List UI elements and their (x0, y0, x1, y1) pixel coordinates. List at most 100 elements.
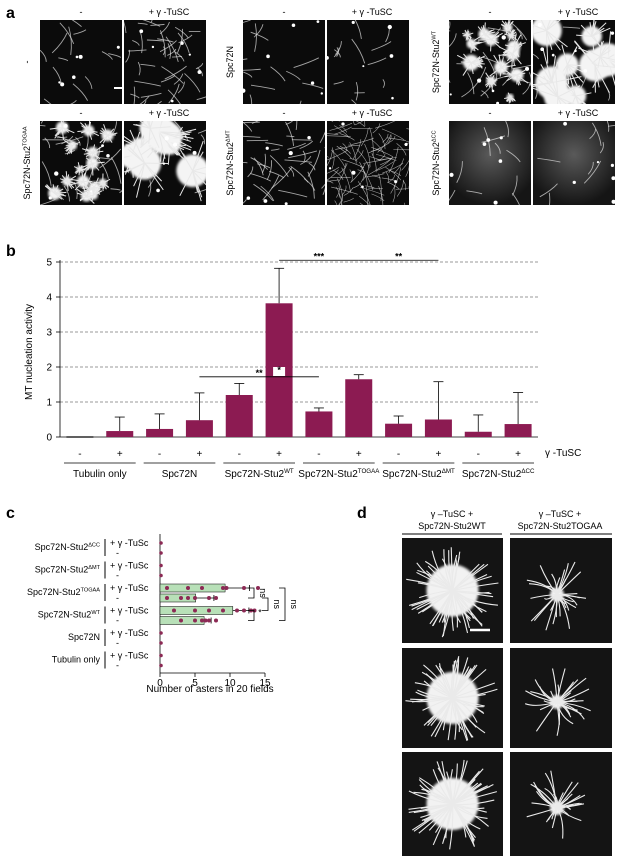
a-micrograph-aster-ray (61, 127, 75, 134)
a-micrograph-aster-ray (82, 186, 87, 197)
a-micrograph-aster-ray (506, 74, 518, 82)
a-micrograph-fiber (55, 136, 84, 145)
a-micrograph-fiber (336, 178, 343, 202)
a-micrograph-aster-ray (471, 62, 485, 65)
b-condition-tick: + (435, 449, 441, 460)
a-micrograph-aster-ray (92, 152, 101, 160)
a-micrograph-aster-ray (179, 170, 194, 197)
c-point (165, 586, 169, 590)
a-micrograph-aster-ray (504, 96, 511, 100)
a-micrograph-fiber (334, 126, 352, 135)
a-micrograph-fiber (197, 129, 206, 134)
a-micrograph-fiber (253, 157, 264, 176)
a-micrograph-fiber (338, 202, 341, 205)
a-micrograph-fiber (284, 159, 312, 163)
a-micrograph-aster-ray (135, 123, 151, 129)
a-micrograph-fiber (184, 73, 201, 93)
a-micrograph-aster-ray (139, 121, 151, 129)
a-micrograph-aster-ray (102, 135, 108, 144)
b-y-tick-label: 3 (46, 328, 52, 339)
d-aster-ray (452, 682, 496, 699)
c-sig-label: ns (272, 599, 282, 609)
b-sig-label: ** (395, 251, 403, 261)
a-micrograph-fiber (250, 84, 276, 90)
a-micrograph-aster-ray (92, 188, 96, 196)
a-micrograph-fiber (194, 188, 206, 194)
d-aster-ray (443, 803, 454, 841)
a-micrograph-aster-ray (507, 97, 511, 102)
a-micrograph-speck (351, 20, 355, 25)
a-micrograph-aster-ray (499, 46, 513, 54)
a-micrograph-aster-ray (88, 130, 98, 133)
a-micrograph-aster-ray (545, 20, 551, 31)
c-sig-label: * (258, 608, 262, 618)
c-point (214, 596, 218, 600)
a-micrograph-fiber (164, 65, 187, 80)
a-micrograph-fiber (167, 48, 177, 56)
a-micrograph-fiber (390, 167, 402, 194)
d-aster-ray (451, 656, 460, 699)
a-micrograph-fiber (286, 135, 295, 138)
d-aster-ray (452, 791, 497, 805)
a-micrograph-speck (596, 161, 600, 164)
b-condition-tick: - (238, 449, 241, 460)
b-condition-tick: - (477, 449, 480, 460)
a-micrograph-aster-ray (516, 69, 527, 76)
a-micrograph-fiber (159, 40, 177, 53)
d-aster-ray (438, 590, 454, 623)
a-micrograph-aster-ray (158, 131, 166, 159)
a-micrograph-fiber (40, 121, 44, 124)
a-micrograph-aster-ray (533, 30, 547, 35)
a-micrograph-fiber (165, 36, 179, 63)
c-minus-label: - (116, 661, 119, 671)
c-point (159, 663, 163, 668)
a-micrograph-aster-ray (500, 59, 513, 68)
d-aster-ray (530, 593, 558, 599)
b-group-label: Tubulin only (73, 469, 127, 480)
a-micrograph-fiber (355, 121, 365, 127)
a-micrograph-fiber (562, 26, 581, 29)
a-micrograph-aster-ray (70, 178, 84, 183)
a-micrograph-fiber (174, 51, 185, 62)
a-micrograph-fiber (599, 141, 604, 154)
a-micrograph-aster-ray (92, 150, 104, 154)
a-micrograph-aster-ray (82, 173, 86, 182)
a-micrograph-fiber (319, 131, 325, 144)
c-point (221, 586, 225, 590)
a-micrograph-speck (389, 54, 394, 58)
a-micrograph-aster-ray (158, 131, 185, 134)
a-micrograph-aster-ray (86, 195, 95, 204)
a-micrograph-aster-ray (192, 170, 198, 193)
a-micrograph-fiber (327, 147, 333, 166)
b-group-label: Spc72N-Stu2ΔMT (382, 468, 455, 480)
a-micrograph-fiber (363, 158, 390, 164)
a-micrograph-fiber (150, 20, 153, 23)
a-micrograph-fiber (321, 183, 325, 189)
d-aster-ray (452, 799, 495, 806)
a-micrograph-fiber (467, 72, 475, 95)
a-micrograph-aster-ray (54, 188, 64, 194)
a-micrograph-fiber (290, 165, 309, 183)
a-micrograph-fiber (511, 192, 520, 205)
a-micrograph-fiber (606, 121, 610, 132)
a-micrograph-aster-ray (88, 130, 100, 137)
a-micrograph-aster-ray (589, 22, 593, 37)
a-micrograph-fiber (98, 158, 109, 179)
a-micrograph (533, 20, 615, 104)
c-plus-label: + γ -TuSc (110, 561, 149, 571)
a-micrograph-fiber (288, 166, 295, 177)
a-micrograph-aster-ray (60, 180, 68, 183)
c-point (179, 618, 183, 623)
a-micrograph-fiber (243, 199, 247, 204)
d-aster-ray (452, 667, 472, 699)
a-micrograph-fiber (137, 61, 141, 76)
d-aster-ray (539, 686, 558, 703)
a-micrograph-aster-ray (192, 170, 206, 186)
c-sig-bracket (248, 610, 255, 621)
a-micrograph-aster-ray (512, 41, 522, 54)
a-micrograph-speck (477, 78, 482, 83)
a-micrograph-aster-ray (509, 96, 516, 102)
a-micrograph-aster-ray (64, 140, 73, 146)
a-micrograph-fiber (243, 121, 260, 123)
a-micrograph-fiber (516, 28, 523, 40)
